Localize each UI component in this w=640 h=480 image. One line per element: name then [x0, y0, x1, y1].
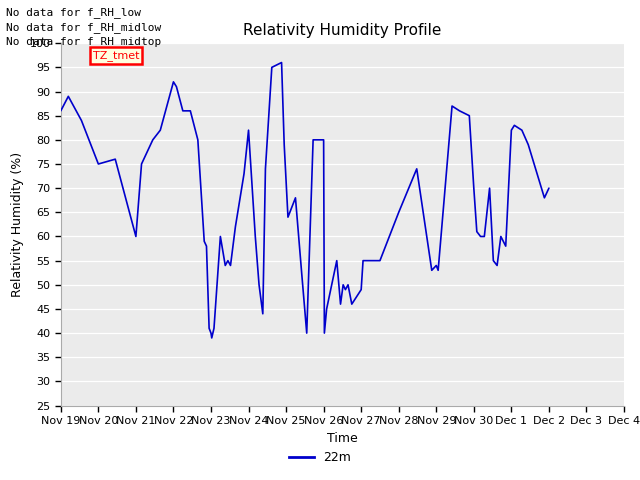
Text: No data for f_RH_midlow: No data for f_RH_midlow — [6, 22, 162, 33]
Title: Relativity Humidity Profile: Relativity Humidity Profile — [243, 23, 442, 38]
X-axis label: Time: Time — [327, 432, 358, 444]
Y-axis label: Relativity Humidity (%): Relativity Humidity (%) — [11, 152, 24, 297]
Text: TZ_tmet: TZ_tmet — [93, 50, 140, 61]
Text: No data for f_RH_low: No data for f_RH_low — [6, 7, 141, 18]
Legend: 22m: 22m — [284, 446, 356, 469]
Text: No data for f_RH_midtop: No data for f_RH_midtop — [6, 36, 162, 47]
